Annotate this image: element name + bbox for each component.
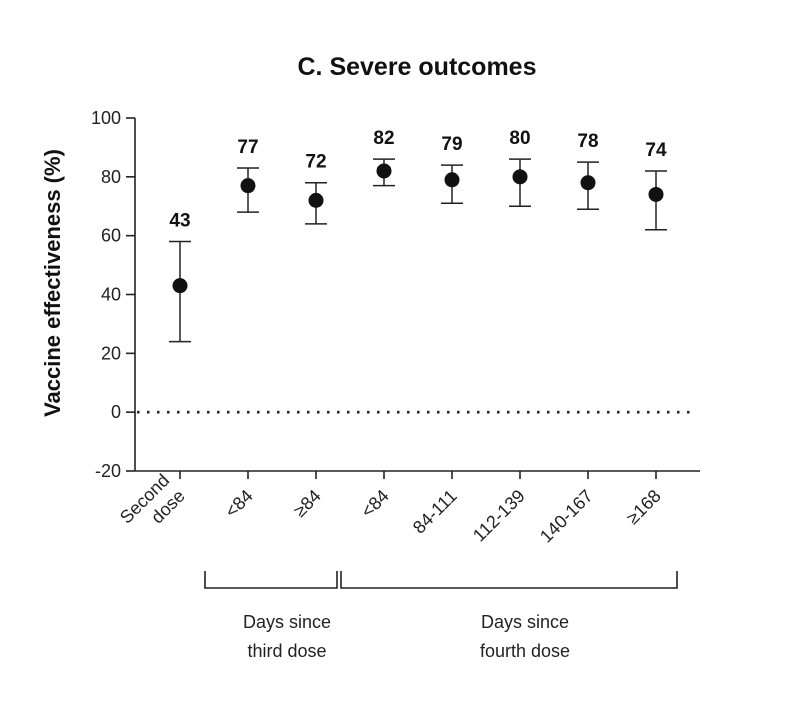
bracket-line: [204, 571, 338, 589]
data-point-group: 80: [509, 128, 531, 207]
data-label: 82: [373, 128, 394, 149]
y-tick-label: 60: [101, 226, 121, 246]
y-tick-label: 40: [101, 285, 121, 305]
group-bracket: Days since fourth dose: [340, 571, 678, 661]
data-label: 77: [237, 137, 258, 158]
data-point: [580, 175, 596, 191]
chart-title: C. Severe outcomes: [298, 53, 537, 81]
data-point: [308, 192, 324, 208]
x-tick-label: ≥84: [290, 486, 325, 521]
data-point-group: 77: [237, 137, 259, 213]
data-point: [240, 178, 256, 194]
data-point: [444, 172, 460, 188]
group-label: third dose: [247, 641, 326, 661]
x-tick-label: <84: [357, 486, 393, 522]
data-label: 79: [441, 134, 462, 155]
x-tick-labels: Seconddose <84 ≥84 <84 84-111 112-139 140-167 ≥…: [116, 470, 665, 546]
data-label: 43: [169, 211, 190, 232]
axes: [134, 118, 700, 479]
y-tick-label: 20: [101, 343, 121, 363]
data-label: 72: [305, 152, 326, 173]
y-tick-label: 0: [111, 402, 121, 422]
data-point-group: 72: [305, 152, 327, 225]
group-label: fourth dose: [480, 641, 570, 661]
x-tick-label: ≥168: [622, 486, 664, 528]
x-tick-label: 140-167: [536, 486, 597, 547]
data-point-group: 78: [577, 131, 599, 210]
data-label: 74: [645, 140, 667, 161]
group-label: Days since: [243, 612, 331, 632]
y-tick-label: -20: [95, 461, 121, 481]
data-label: 80: [509, 128, 530, 149]
x-tick-label: Seconddose: [116, 470, 189, 543]
data-point: [512, 169, 528, 185]
data-point: [172, 278, 188, 294]
group-brackets: Days since third dose Days since fourth dos…: [204, 571, 678, 661]
x-tick-label: 84-111: [409, 486, 461, 538]
y-tick-label: 100: [91, 108, 121, 128]
group-label: Days since: [481, 612, 569, 632]
data-label: 78: [577, 131, 598, 152]
x-tick-label: <84: [221, 486, 257, 522]
data-point: [376, 163, 392, 179]
group-bracket: Days since third dose: [204, 571, 338, 661]
data-points: 43 77 72 82 79 80 78 74: [169, 128, 667, 343]
bracket-line: [340, 571, 678, 589]
y-tick-label: 80: [101, 167, 121, 187]
data-point-group: 43: [169, 211, 191, 343]
data-point-group: 79: [441, 134, 463, 205]
x-tick-label: 112-139: [469, 486, 529, 546]
data-point-group: 82: [373, 128, 395, 187]
y-ticks: -20 0 20 40 60 80 100: [91, 108, 135, 481]
data-point-group: 74: [645, 140, 667, 231]
data-point: [648, 186, 664, 202]
y-axis-label: Vaccine effectiveness (%): [40, 149, 65, 417]
